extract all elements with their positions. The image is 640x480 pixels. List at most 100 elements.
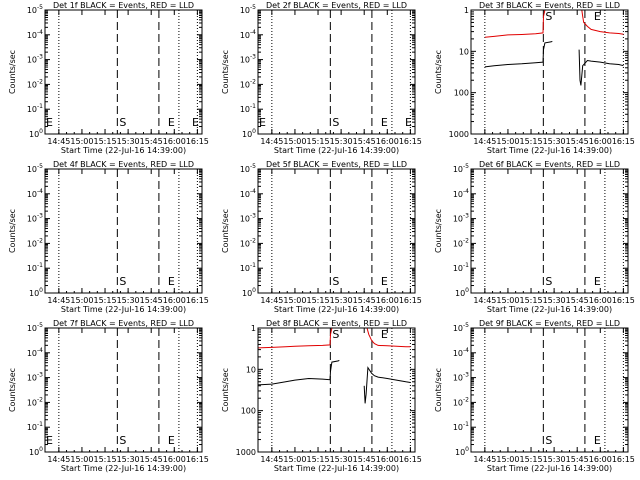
end-marker-label: E [168,434,175,447]
x-tick-label: 15:00 [70,137,93,146]
x-tick-label: 15:15 [306,296,329,305]
y-tick-label: 10-5 [27,322,43,333]
x-tick-label: 15:15 [93,137,116,146]
y-tick-label: 10-5 [453,163,469,174]
x-axis-label: Start Time (22-Jul-16 14:39:00) [487,146,612,155]
y-axis-label: Counts/sec [8,368,17,412]
y-tick-label: 100 [454,89,469,98]
x-tick-label: 14:45 [473,137,496,146]
x-tick-label: 16:15 [399,455,422,464]
detector-panel-7: Det 7f BLACK = Events, RED = LLD 100 10-1 1… [8,319,209,473]
start-marker-label: S [332,275,339,288]
x-tick-label: 15:00 [496,137,519,146]
x-tick-label: 15:00 [70,455,93,464]
plot-frame [44,168,203,294]
detector-panel-4: Det 4f BLACK = Events, RED = LLD 100 10-1 1… [8,160,209,314]
x-tick-label: 15:45 [140,137,163,146]
x-tick-label: 15:00 [496,296,519,305]
plot-frame [470,327,629,453]
series-line [484,40,553,68]
y-tick-label: 10-2 [240,237,256,248]
detector-panel-2: Det 2f BLACK = Events, RED = LLD 100 10-1 1… [221,1,422,155]
x-tick-label: 16:15 [612,137,635,146]
y-tick-label: 10-2 [453,396,469,407]
y-tick-label: 10 [246,365,256,374]
x-tick-label: 15:30 [117,137,140,146]
x-tick-label: 15:45 [353,296,376,305]
x-tick-label: 15:00 [496,455,519,464]
y-tick-label: 10-4 [27,188,43,199]
end-marker-label: E [381,328,388,341]
y-tick-label: 10-3 [27,372,43,383]
start-marker-label: S [119,434,126,447]
y-tick-label: 10-4 [453,347,469,358]
x-axis-label: Start Time (22-Jul-16 14:39:00) [274,305,399,314]
x-tick-label: 15:30 [543,137,566,146]
series-line [578,49,624,86]
start-marker-label: S [332,116,339,129]
x-tick-label: 15:45 [353,137,376,146]
end-marker-label: E [594,10,601,23]
series-line [484,9,553,38]
y-tick-label: 100 [29,446,43,457]
series-line [257,359,340,386]
y-tick-label: 100 [455,446,469,457]
left-edge-marker-label: E [46,116,53,129]
y-tick-label: 10-3 [240,54,256,65]
x-tick-label: 15:30 [330,137,353,146]
series-line [581,9,624,35]
x-tick-label: 15:00 [70,296,93,305]
y-tick-label: 10-5 [453,322,469,333]
x-tick-label: 16:15 [399,296,422,305]
y-axis-label: Counts/sec [434,50,443,94]
detector-panel-8: Det 8f BLACK = Events, RED = LLD 1000 100 1… [221,319,422,473]
x-tick-label: 14:45 [473,296,496,305]
y-tick-label: 1000 [449,130,469,139]
chart-title: Det 9f BLACK = Events, RED = LLD [479,319,620,328]
x-tick-label: 16:15 [399,137,422,146]
plot-frame [257,168,416,294]
y-tick-label: 10-3 [453,372,469,383]
end-marker-label: E [594,275,601,288]
x-tick-label: 16:00 [589,455,612,464]
chart-title: Det 2f BLACK = Events, RED = LLD [266,1,407,10]
x-tick-label: 15:45 [566,296,589,305]
y-tick-label: 10-2 [453,237,469,248]
y-tick-label: 100 [242,287,256,298]
y-tick-label: 10-1 [240,262,256,273]
x-tick-label: 15:30 [543,455,566,464]
x-tick-label: 15:00 [283,455,306,464]
y-tick-label: 100 [242,128,256,139]
y-tick-label: 10-5 [240,163,256,174]
detector-panel-1: Det 1f BLACK = Events, RED = LLD 100 10-1 1… [8,1,209,155]
x-axis-label: Start Time (22-Jul-16 14:39:00) [487,305,612,314]
x-tick-label: 14:45 [47,296,70,305]
x-tick-label: 15:45 [566,455,589,464]
x-tick-label: 15:15 [93,455,116,464]
x-tick-label: 15:15 [519,137,542,146]
series-line [363,366,411,404]
y-tick-label: 10 [459,47,469,56]
y-axis-label: Counts/sec [221,209,230,253]
x-axis-label: Start Time (22-Jul-16 14:39:00) [61,464,186,473]
series-line [257,327,340,349]
y-tick-label: 1000 [236,448,256,457]
y-tick-label: 10-3 [27,213,43,224]
y-tick-label: 10-3 [27,54,43,65]
chart-title: Det 4f BLACK = Events, RED = LLD [53,160,194,169]
x-tick-label: 15:00 [283,137,306,146]
x-tick-label: 15:15 [306,137,329,146]
detector-panel-3: Det 3f BLACK = Events, RED = LLD 1000 100 1… [434,1,635,155]
y-tick-label: 10-2 [27,396,43,407]
x-tick-label: 16:15 [186,455,209,464]
x-tick-label: 16:00 [589,296,612,305]
x-tick-label: 15:30 [543,296,566,305]
y-tick-label: 10-3 [240,213,256,224]
y-axis-label: Counts/sec [221,368,230,412]
y-tick-label: 10-2 [27,237,43,248]
x-tick-label: 15:30 [117,455,140,464]
chart-title: Det 5f BLACK = Events, RED = LLD [266,160,407,169]
x-axis-label: Start Time (22-Jul-16 14:39:00) [61,146,186,155]
y-axis-label: Counts/sec [221,50,230,94]
x-tick-label: 15:45 [353,455,376,464]
